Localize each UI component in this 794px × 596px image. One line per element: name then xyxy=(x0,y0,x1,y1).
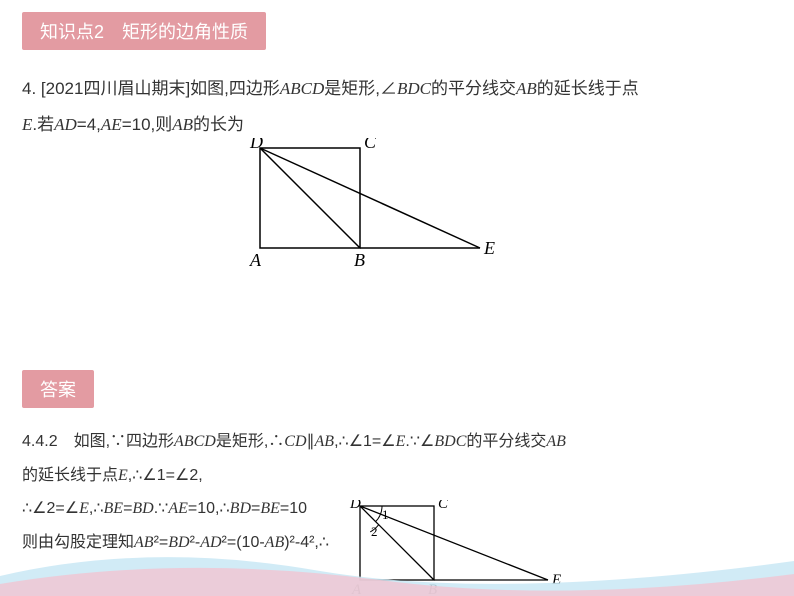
q-text4: 的延长线于点 xyxy=(537,79,639,98)
a-ab4: AB xyxy=(265,534,285,551)
a13: =10,∴ xyxy=(188,500,230,517)
fig1-label-a: A xyxy=(249,250,262,270)
q-eq10: =10,则 xyxy=(122,115,173,134)
fig2-angle2: 2 xyxy=(371,524,378,539)
answer-line1: 4.4.2 如图,∵四边形ABCD是矩形,∴CD∥AB,∴∠1=∠E.∵∠BDC… xyxy=(22,425,772,459)
fig2-label-b: B xyxy=(428,582,437,596)
fig1-label-c: C xyxy=(364,138,377,152)
a4: ,∴∠1=∠ xyxy=(334,433,396,450)
fig1-label-b: B xyxy=(354,250,365,270)
q-bdc: BDC xyxy=(397,79,431,98)
fig1-diag-db xyxy=(260,148,360,248)
figure1-svg: D C A B E xyxy=(230,138,510,278)
a-bd: BD xyxy=(132,500,153,517)
fig2-label-a: A xyxy=(351,582,362,596)
a-e3: E xyxy=(79,500,89,517)
q-text2: 是矩形,∠ xyxy=(324,79,397,98)
fig2-label-c: C xyxy=(438,500,449,512)
q-eq4: =4, xyxy=(77,115,101,134)
a17: ²= xyxy=(154,534,169,551)
a-ad2: AD xyxy=(200,534,221,551)
answer-label: 答案 xyxy=(40,380,76,400)
q-e: E xyxy=(22,115,32,134)
q-abcd: ABCD xyxy=(280,79,324,98)
a-abcd: ABCD xyxy=(174,433,216,450)
q-ab: AB xyxy=(516,79,537,98)
a16: 则由勾股定理知 xyxy=(22,534,134,551)
fig1-line-de xyxy=(260,148,480,248)
figure2-svg: 1 2 D C A B E xyxy=(338,500,578,596)
section-header: 知识点2 矩形的边角性质 xyxy=(22,12,266,50)
a3: ∥ xyxy=(307,433,315,450)
a-ab: AB xyxy=(315,433,335,450)
a9: ∴∠2=∠ xyxy=(22,500,79,517)
a19: ²=(10- xyxy=(222,534,265,551)
q-end: 的长为 xyxy=(193,115,244,134)
a-ab3: AB xyxy=(134,534,154,551)
a10: ,∴ xyxy=(89,500,104,517)
a-be2: BE xyxy=(260,500,280,517)
a20: )²-4²,∴ xyxy=(284,534,329,551)
a-e: E xyxy=(396,433,406,450)
a-bdc: BDC xyxy=(434,433,466,450)
q-ae: AE xyxy=(101,115,122,134)
a6: 的平分线交 xyxy=(466,433,546,450)
a18: ²- xyxy=(190,534,201,551)
q-t5: .若 xyxy=(32,115,54,134)
fig1-label-e: E xyxy=(483,238,495,258)
geometry-figure-1: D C A B E xyxy=(230,138,510,278)
q-text: 4. [2021四川眉山期末]如图,四边形 xyxy=(22,79,280,98)
a-bd3: BD xyxy=(168,534,189,551)
question-line2: E.若AD=4,AE=10,则AB的长为 xyxy=(22,110,244,135)
a14: = xyxy=(251,500,260,517)
a5: .∵∠ xyxy=(405,433,434,450)
a2: 是矩形,∴ xyxy=(216,433,284,450)
a-cd: CD xyxy=(284,433,306,450)
fig2-label-d: D xyxy=(349,500,361,512)
question-line1: 4. [2021四川眉山期末]如图,四边形ABCD是矩形,∠BDC的平分线交AB… xyxy=(22,70,772,107)
answer-line2: 的延长线于点E,∴∠1=∠2, xyxy=(22,459,772,493)
a-ae: AE xyxy=(168,500,188,517)
q-ab2: AB xyxy=(172,115,193,134)
fig2-diag-db xyxy=(360,506,434,580)
a15: =10 xyxy=(280,500,307,517)
geometry-figure-2: 1 2 D C A B E xyxy=(338,500,578,596)
q-text3: 的平分线交 xyxy=(431,79,516,98)
fig1-label-d: D xyxy=(249,138,263,152)
a11: = xyxy=(123,500,132,517)
a7: 的延长线于点 xyxy=(22,467,118,484)
a-ab2: AB xyxy=(546,433,566,450)
answer-header: 答案 xyxy=(22,370,94,408)
a1: 4.4.2 如图,∵四边形 xyxy=(22,433,174,450)
section-title: 知识点2 矩形的边角性质 xyxy=(40,22,248,42)
a12: .∵ xyxy=(154,500,169,517)
a-be: BE xyxy=(104,500,124,517)
a8: ,∴∠1=∠2, xyxy=(128,467,203,484)
a-e2: E xyxy=(118,467,128,484)
fig2-label-e: E xyxy=(551,572,561,588)
q-ad: AD xyxy=(54,115,77,134)
fig2-angle1: 1 xyxy=(382,507,389,522)
a-bd2: BD xyxy=(230,500,251,517)
